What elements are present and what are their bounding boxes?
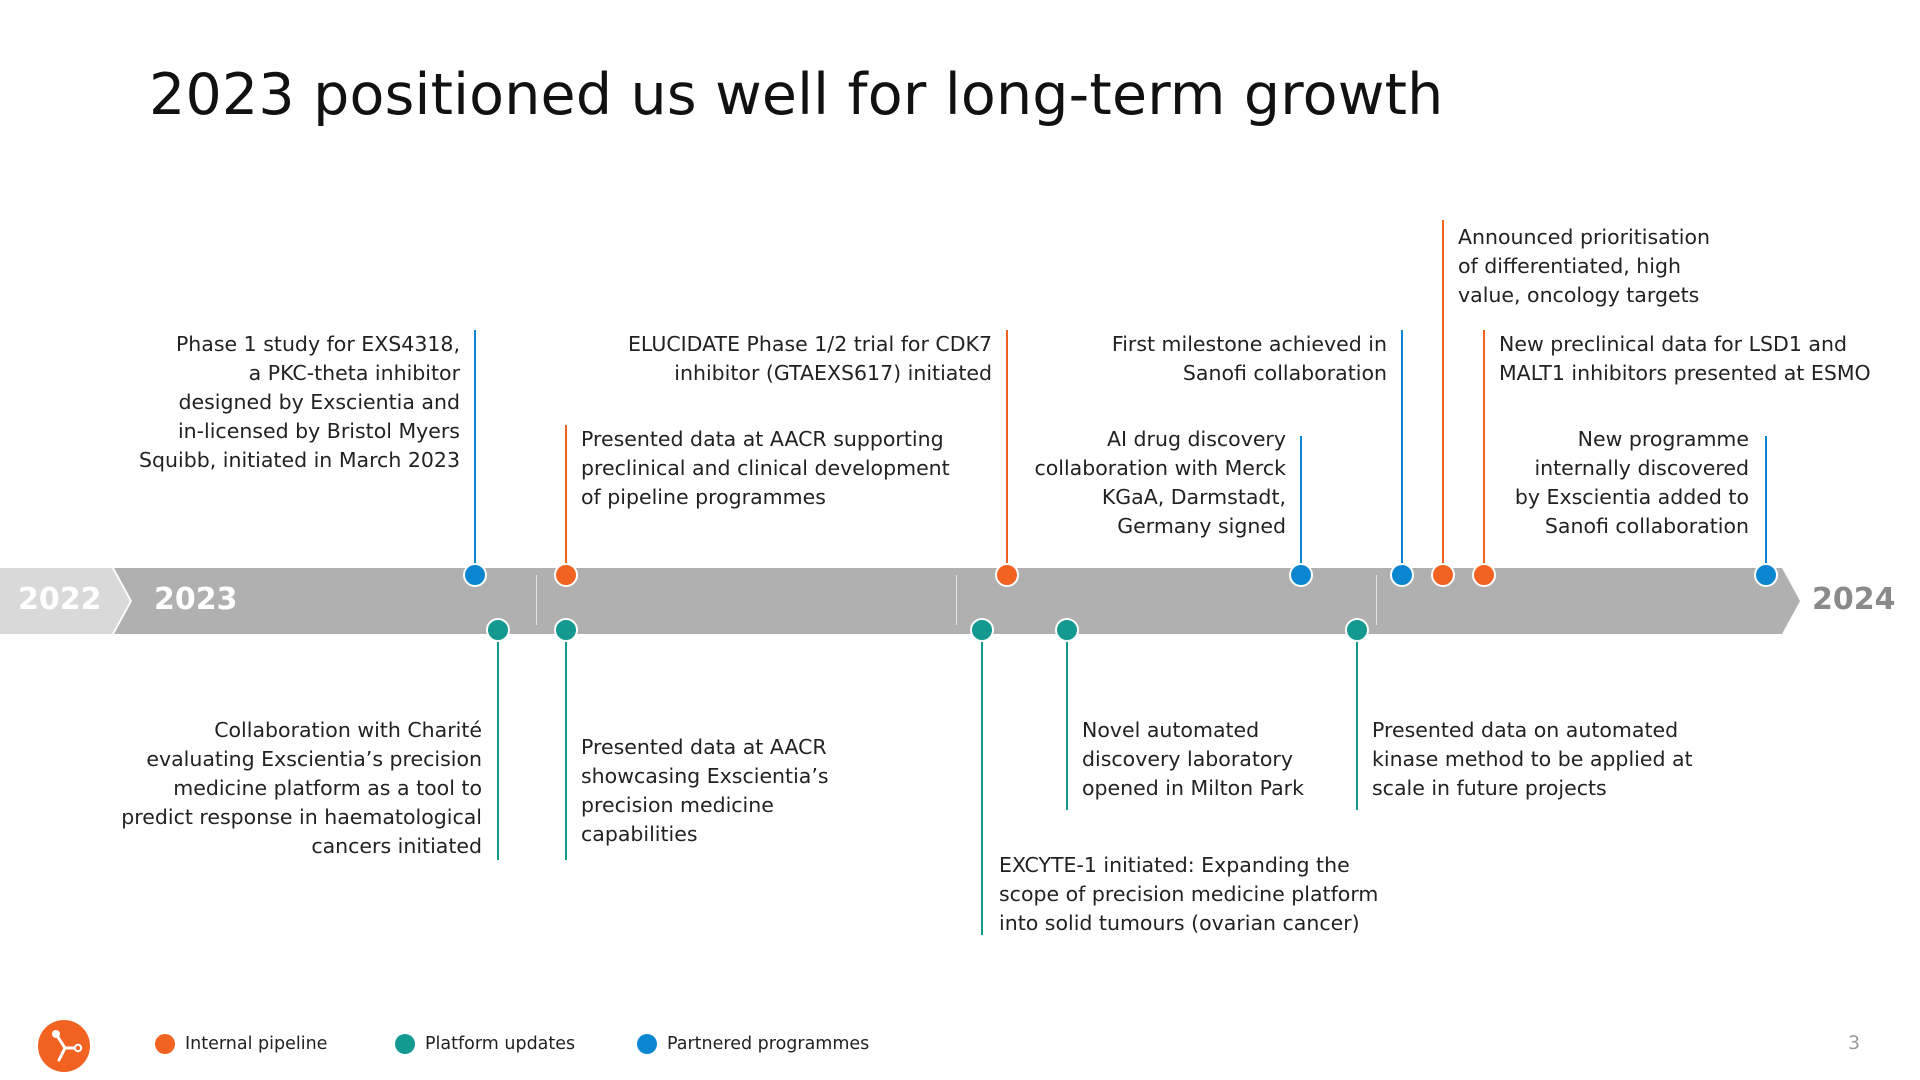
event-stem bbox=[474, 330, 476, 576]
page-number: 3 bbox=[1848, 1032, 1861, 1054]
event-stem bbox=[1356, 630, 1358, 810]
internal-event-marker bbox=[995, 563, 1019, 587]
event-label: First milestone achieved in Sanofi colla… bbox=[1111, 332, 1387, 385]
partnered-event-marker bbox=[1754, 563, 1778, 587]
event-label: EXCYTE-1 initiated: Expanding the scope … bbox=[999, 853, 1379, 935]
legend-label: Platform updates bbox=[425, 1034, 576, 1054]
event-stem bbox=[1442, 220, 1444, 576]
platform-event-marker bbox=[486, 618, 510, 642]
internal-legend-icon bbox=[155, 1034, 175, 1054]
legend-label: Internal pipeline bbox=[185, 1034, 328, 1054]
event-label: New programme internally discovered by E… bbox=[1514, 427, 1749, 538]
year-label-2024: 2024 bbox=[1812, 582, 1896, 617]
event-label: AI drug discovery collaboration with Mer… bbox=[1034, 427, 1286, 538]
event-stem bbox=[1483, 330, 1485, 576]
event-stem bbox=[1066, 630, 1068, 810]
event-stem bbox=[1401, 330, 1403, 576]
event-label: Announced prioritisation of differentiat… bbox=[1458, 225, 1710, 307]
event-stem bbox=[1765, 436, 1767, 576]
platform-event-marker bbox=[1345, 618, 1369, 642]
exscientia-logo-icon bbox=[38, 1020, 90, 1072]
event-label: Presented data on automated kinase metho… bbox=[1372, 718, 1693, 800]
legend-partnered: Partnered programmes bbox=[637, 1031, 869, 1057]
page-title: 2023 positioned us well for long-term gr… bbox=[149, 62, 1444, 128]
partnered-legend-icon bbox=[637, 1034, 657, 1054]
event-label: ELUCIDATE Phase 1/2 trial for CDK7 inhib… bbox=[627, 332, 992, 385]
platform-event-marker bbox=[554, 618, 578, 642]
platform-event-marker bbox=[970, 618, 994, 642]
event-stem bbox=[565, 425, 567, 576]
event-label: Presented data at AACR supporting precli… bbox=[581, 427, 950, 509]
event-stem bbox=[497, 630, 499, 860]
internal-event-marker bbox=[1472, 563, 1496, 587]
platform-event-marker bbox=[1055, 618, 1079, 642]
legend-internal: Internal pipeline bbox=[155, 1031, 327, 1057]
event-label: Novel automated discovery laboratory ope… bbox=[1082, 718, 1304, 800]
legend-platform: Platform updates bbox=[395, 1031, 575, 1057]
event-label: New preclinical data for LSD1 and MALT1 … bbox=[1499, 332, 1871, 385]
quarter-divider bbox=[956, 575, 957, 625]
platform-legend-icon bbox=[395, 1034, 415, 1054]
quarter-divider bbox=[536, 575, 537, 625]
event-label: Collaboration with Charité evaluating Ex… bbox=[121, 718, 482, 858]
event-stem bbox=[1006, 330, 1008, 576]
year-label-2023: 2023 bbox=[154, 582, 238, 617]
legend-label: Partnered programmes bbox=[667, 1034, 870, 1054]
timeline-segment-2023 bbox=[114, 568, 1800, 634]
partnered-event-marker bbox=[1289, 563, 1313, 587]
event-label: Phase 1 study for EXS4318, a PKC-theta i… bbox=[138, 332, 460, 472]
quarter-divider bbox=[1376, 575, 1377, 625]
internal-event-marker bbox=[554, 563, 578, 587]
partnered-event-marker bbox=[463, 563, 487, 587]
partnered-event-marker bbox=[1390, 563, 1414, 587]
event-stem bbox=[565, 630, 567, 860]
event-label: Presented data at AACR showcasing Exscie… bbox=[581, 735, 829, 846]
event-stem bbox=[981, 630, 983, 935]
timeline-segment-2022 bbox=[0, 568, 130, 634]
internal-event-marker bbox=[1431, 563, 1455, 587]
timeline-bar bbox=[0, 568, 1800, 634]
year-label-2022: 2022 bbox=[18, 582, 102, 617]
event-stem bbox=[1300, 436, 1302, 576]
